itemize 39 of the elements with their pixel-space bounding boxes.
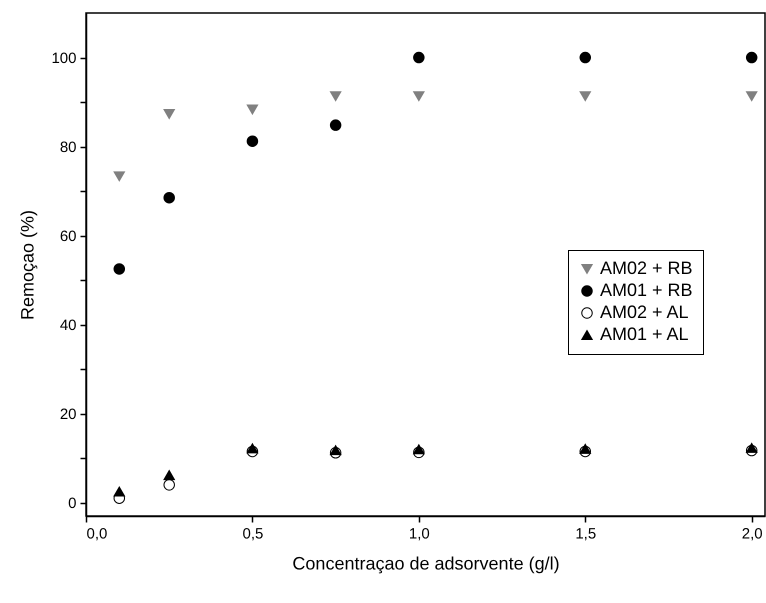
point	[114, 486, 126, 497]
y-tick-label: 60	[60, 228, 76, 246]
point	[580, 91, 592, 102]
point	[746, 52, 758, 64]
y-tick-label: 100	[51, 50, 76, 68]
point	[413, 52, 425, 64]
point	[746, 91, 758, 102]
x-tick-label: 2,0	[742, 526, 763, 542]
y-axis-title: Remoçao (%)	[17, 210, 38, 320]
point	[246, 104, 258, 115]
point	[163, 470, 175, 480]
point	[114, 263, 126, 275]
x-tick-label: 1,0	[408, 526, 430, 542]
point	[330, 445, 342, 456]
y-tick-label: 80	[60, 139, 76, 156]
point	[246, 443, 258, 454]
point	[413, 444, 425, 454]
legend-label: AM02 + AL	[600, 302, 689, 322]
x-tick-label: 0,0	[86, 526, 108, 542]
point	[580, 52, 592, 64]
point	[114, 171, 126, 182]
point	[330, 119, 342, 131]
x-axis-title: Concentraçao de adsorvente (g/l)	[292, 554, 560, 574]
point	[163, 192, 175, 204]
y-tick-label: 0	[68, 495, 76, 512]
point	[163, 109, 175, 120]
point	[163, 479, 175, 491]
x-tick-label: 0,5	[242, 526, 264, 542]
point	[246, 135, 258, 147]
point	[746, 442, 758, 453]
y-tick-label: 40	[60, 317, 76, 334]
point	[413, 91, 425, 102]
y-tick-label: 20	[60, 406, 76, 424]
x-tick-label: 1,5	[575, 526, 596, 542]
legend-label: AM01 + AL	[600, 324, 689, 344]
legend-label: AM02 + RB	[600, 258, 693, 278]
legend-label: AM01 + RB	[600, 280, 693, 300]
point	[330, 91, 342, 102]
point	[580, 444, 592, 454]
